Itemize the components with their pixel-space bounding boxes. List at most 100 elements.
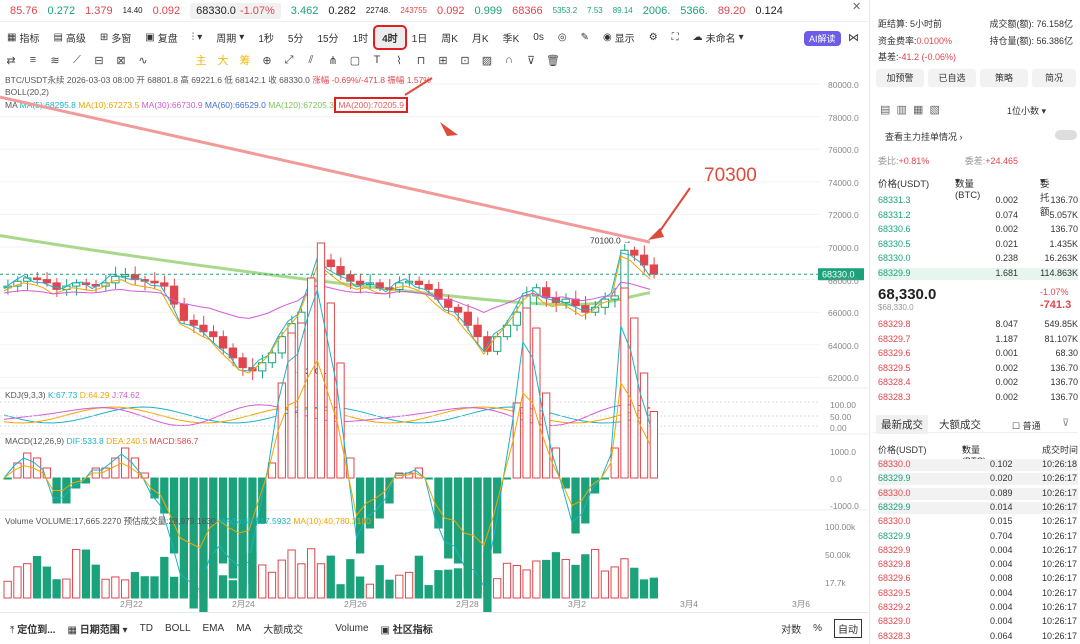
see-main-orders[interactable]: 查看主力挂单情况 › [885, 132, 963, 142]
box-icon[interactable]: ⊟ [94, 54, 104, 67]
interval-quarter[interactable]: 季K [502, 33, 520, 45]
ticker-value[interactable]: 5366. [680, 4, 708, 17]
display-button[interactable]: ◉ 显示 [596, 30, 642, 45]
square-icon[interactable]: ▢ [349, 54, 361, 67]
interval-5m[interactable]: 5分 [287, 33, 304, 45]
log-toggle[interactable]: 对数 [781, 625, 802, 636]
locate-button[interactable]: ⤒ 定位到... [10, 621, 56, 636]
boll-toggle[interactable]: BOLL [164, 623, 191, 634]
filter-icon[interactable]: ⊽ [526, 54, 536, 67]
orderbook-row[interactable]: 68329.8 8.047 549.85K [878, 319, 1078, 331]
share-icon[interactable]: ⋈ [848, 32, 859, 44]
close-icon[interactable]: ✕ [852, 1, 862, 13]
normal-checkbox[interactable]: ☐ 普通 [1012, 419, 1041, 432]
interval-15m[interactable]: 15分 [317, 33, 339, 45]
advanced-button[interactable]: ▤ 高级 [46, 30, 92, 45]
ticker-value[interactable]: 68366 [512, 4, 543, 17]
volume-legend[interactable]: Volume VOLUME:17,665.2270 预估成交量:28,979.1… [5, 515, 371, 527]
kdj-legend[interactable]: KDJ(9,3,3) K:67.73 D:64.29 J:74.62 [5, 390, 140, 400]
orderbook-row[interactable]: 68330.5 0.021 1.435K [878, 239, 1078, 251]
ticker-value[interactable]: 5353.2 [552, 6, 578, 15]
ray-icon[interactable]: ⟋ [73, 53, 81, 66]
ticker-value[interactable]: 3.462 [290, 4, 319, 17]
ticker-value[interactable]: 0.092 [152, 4, 181, 17]
orderbook-view-icons[interactable]: ▤ ▥ ▦ ▧ [880, 104, 940, 116]
pen-icon[interactable]: ✎ [580, 31, 589, 43]
trade-qty-header[interactable]: 数量(BTC) ▾ [962, 443, 986, 466]
tab-big-trades[interactable]: 大额成交 [939, 419, 981, 431]
ticker-value[interactable]: 0.272 [47, 4, 76, 17]
camera-icon[interactable]: ◎ [557, 31, 567, 43]
ticker-value[interactable]: 89.20 [717, 4, 746, 17]
text-icon[interactable]: T [373, 54, 381, 66]
community-button[interactable]: ▣ 社区指标 [381, 621, 433, 636]
chart-type-button[interactable]: ⫶ ▾ [185, 32, 210, 43]
active-pair-tab[interactable]: 68330.0 -1.07% [190, 2, 281, 19]
orderbook-row[interactable]: 68331.2 0.074 5.057K [878, 210, 1078, 222]
interval-1s[interactable]: 1秒 [258, 33, 274, 45]
period-dropdown[interactable]: 周期 ▾ [209, 30, 251, 45]
settings-icon[interactable]: ⚙ [648, 31, 658, 43]
orderbook-row[interactable]: 68329.7 1.187 81.107K [878, 334, 1078, 346]
layout-dropdown[interactable]: ☁ 未命名 ▾ [686, 30, 751, 45]
trend-icon[interactable]: ⤢ [284, 53, 294, 66]
measure-icon[interactable]: ⊠ [116, 54, 126, 67]
filter-icon[interactable]: ⊽ [1062, 418, 1070, 429]
qty-header[interactable]: 数量 (BTC) ▾ [955, 176, 981, 201]
alert-button[interactable]: 加预警 [876, 69, 924, 87]
ai-analysis-button[interactable]: AI解读 [804, 31, 841, 46]
review-button[interactable]: ▣ 复盘 [138, 30, 184, 45]
tab-latest-trades[interactable]: 最新成交 [876, 415, 928, 434]
interval-1h[interactable]: 1时 [352, 33, 369, 45]
td-toggle[interactable]: TD [139, 623, 153, 634]
orderbook-row[interactable]: 68329.6 0.001 68.30 [878, 348, 1078, 360]
ticker-value[interactable]: 22748. [365, 6, 391, 15]
ticker-value[interactable]: 1.379 [85, 4, 113, 17]
orderbook-row[interactable]: 68330.6 0.002 136.70 [878, 224, 1078, 236]
profile-button[interactable]: 简况 [1032, 69, 1076, 87]
interval-month[interactable]: 月K [471, 33, 489, 45]
interval-4h[interactable]: 4时 [373, 24, 407, 50]
amount-header[interactable]: 委托额 ▾ [1040, 176, 1050, 218]
ticker-value[interactable]: 0.124 [755, 4, 783, 17]
date-range-button[interactable]: ▦ 日期范围 ▾ [67, 625, 128, 636]
pitchfork-icon[interactable]: ⋔ [328, 54, 338, 67]
interval-1d[interactable]: 1日 [411, 33, 428, 45]
fib-tool-icon[interactable]: ⊞ [438, 54, 448, 67]
parallel-icon[interactable]: ⫽ [308, 53, 314, 66]
ticker-value[interactable]: 0.282 [328, 4, 356, 17]
ticker-value[interactable]: 0.092 [437, 4, 465, 17]
ticker-value[interactable]: 2006. [642, 4, 671, 17]
image-icon[interactable]: ▨ [481, 54, 493, 67]
orderbook-row[interactable]: 68329.5 0.002 136.70 [878, 363, 1078, 375]
orderbook-row[interactable]: 68329.9 1.681 114.863K [878, 267, 1078, 280]
indicator-button[interactable]: ▦ 指标 [0, 30, 46, 45]
orderbook-row[interactable]: 68328.3 0.002 136.70 [878, 392, 1078, 404]
brush-icon[interactable]: ∿ [138, 54, 148, 67]
main-orders-toggle[interactable] [1055, 130, 1077, 140]
fullscreen-icon[interactable]: ⛶ [671, 31, 679, 43]
orderbook-row[interactable]: 68330.0 0.238 16.263K [878, 253, 1078, 265]
strategy-button[interactable]: 策略 [980, 69, 1028, 87]
big-order-button[interactable]: 大 [217, 55, 229, 67]
precision-dropdown[interactable]: 1位小数 ▾ [1007, 106, 1047, 116]
ema-toggle[interactable]: EMA [202, 623, 225, 634]
ticker-value[interactable]: 7.53 [587, 6, 603, 15]
lock-icon[interactable]: ⊡ [460, 54, 470, 67]
ticker-value[interactable]: 243755 [400, 6, 428, 15]
hline-icon[interactable]: ⇄ [6, 54, 16, 67]
magnet-icon[interactable]: ∩ [505, 54, 513, 66]
main-force-button[interactable]: 主 [195, 55, 207, 67]
menu-icon[interactable]: ≡ [29, 54, 37, 66]
trash-icon[interactable]: 🗑 [546, 54, 560, 67]
cross-icon[interactable]: ⊕ [262, 54, 272, 67]
orderbook-row[interactable]: 68328.4 0.002 136.70 [878, 377, 1078, 389]
auto-toggle[interactable]: 自动 [834, 619, 862, 638]
favorite-button[interactable]: 已自选 [928, 69, 976, 87]
ma-toggle[interactable]: MA [236, 623, 252, 634]
ticker-value[interactable]: 85.76 [10, 4, 38, 17]
volume-toggle[interactable]: Volume [335, 623, 369, 634]
fib-icon[interactable]: ≋ [50, 54, 60, 67]
ticker-value[interactable]: 89.14 [612, 6, 633, 15]
